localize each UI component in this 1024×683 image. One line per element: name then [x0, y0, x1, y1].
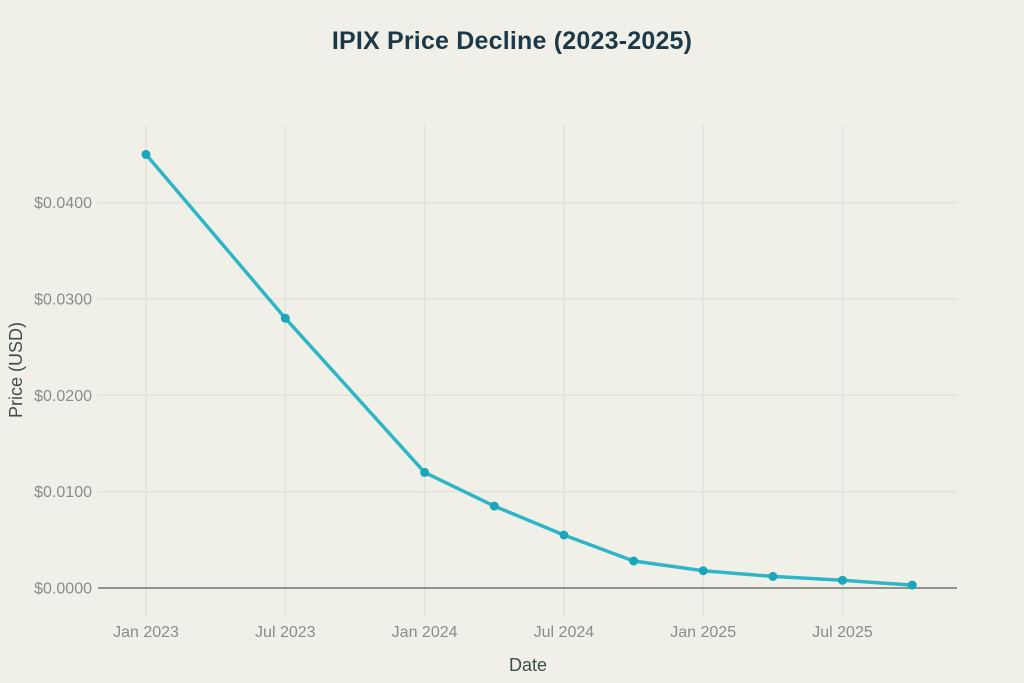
y-tick-labels: $0.0000 $0.0100 $0.0200 $0.0300 $0.0400	[34, 195, 92, 597]
data-point	[141, 149, 151, 159]
y-tick-label: $0.0300	[34, 291, 92, 308]
y-axis-title: Price (USD)	[6, 322, 26, 418]
x-tick-label: Jan 2023	[113, 624, 179, 641]
data-point	[559, 530, 569, 540]
data-point	[489, 501, 499, 511]
gridlines	[98, 125, 957, 616]
x-axis-title: Date	[509, 655, 547, 675]
x-tick-label: Jan 2025	[670, 624, 736, 641]
y-tick-label: $0.0000	[34, 581, 92, 598]
y-tick-label: $0.0200	[34, 388, 92, 405]
data-point	[629, 556, 639, 566]
price-line	[144, 152, 914, 587]
x-tick-label: Jul 2023	[255, 624, 316, 641]
y-tick-label: $0.0400	[34, 195, 92, 212]
data-point	[838, 575, 847, 585]
data-point	[907, 580, 917, 590]
x-tick-label: Jul 2025	[812, 624, 873, 641]
data-point	[280, 313, 290, 323]
x-tick-label: Jan 2024	[392, 624, 458, 641]
y-tick-label: $0.0100	[34, 484, 92, 501]
data-point	[768, 571, 778, 581]
x-tick-labels: Jan 2023 Jul 2023 Jan 2024 Jul 2024 Jan 2025…	[113, 624, 873, 641]
data-point	[698, 566, 708, 576]
data-point	[420, 467, 430, 477]
chart-title: IPIX Price Decline (2023-2025)	[331, 27, 693, 55]
x-tick-label: Jul 2024	[534, 624, 595, 641]
price-line-series	[141, 149, 917, 590]
